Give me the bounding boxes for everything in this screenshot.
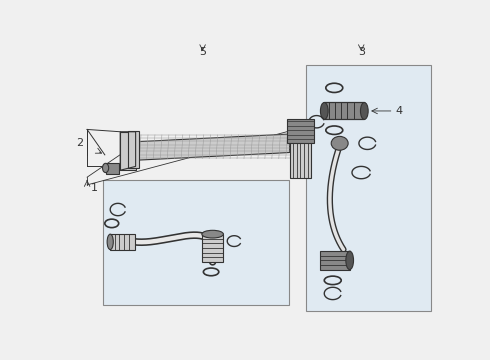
Text: 1: 1: [91, 183, 98, 193]
Text: 2: 2: [76, 138, 83, 148]
Bar: [306, 65, 431, 311]
Bar: [324, 103, 365, 120]
Ellipse shape: [107, 234, 113, 249]
Ellipse shape: [346, 251, 354, 270]
Polygon shape: [136, 134, 290, 160]
Bar: [106, 163, 120, 174]
Text: 4: 4: [395, 106, 402, 116]
Bar: [102, 180, 289, 305]
Ellipse shape: [320, 103, 328, 120]
Ellipse shape: [202, 230, 223, 238]
Bar: [320, 251, 350, 270]
Bar: [290, 133, 311, 178]
Text: 5: 5: [199, 47, 206, 57]
Bar: [202, 234, 223, 262]
Bar: [287, 120, 314, 143]
Bar: [128, 131, 139, 168]
Text: 3: 3: [358, 47, 365, 57]
Polygon shape: [120, 132, 136, 170]
Ellipse shape: [102, 163, 109, 172]
Bar: [110, 234, 135, 249]
Ellipse shape: [361, 103, 368, 120]
Ellipse shape: [331, 136, 348, 150]
